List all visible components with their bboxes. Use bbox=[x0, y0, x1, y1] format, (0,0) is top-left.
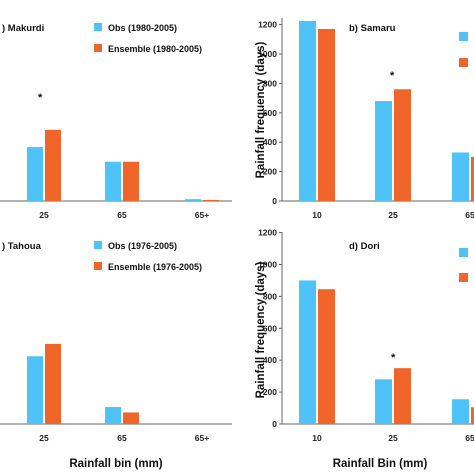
panel-a-title: ) Makurdi bbox=[2, 23, 44, 34]
panel-c-bar-obs-25 bbox=[27, 356, 43, 424]
panel-c-title: ) Tahoua bbox=[2, 241, 42, 252]
panel-b-ytick-label-0: 0 bbox=[272, 196, 277, 206]
panel-c-x-axis-label: Rainfall bin (mm) bbox=[69, 458, 162, 470]
panel-d-bar-ensemble-10 bbox=[318, 289, 335, 424]
panel-c-legend-ensemble-swatch bbox=[94, 262, 102, 270]
panel-d-ytick-label-600: 600 bbox=[263, 323, 277, 333]
panel-d-ytick-label-400: 400 bbox=[263, 355, 277, 365]
panel-d-ytick-label-200: 200 bbox=[263, 387, 277, 397]
panel-b-bar-obs-25 bbox=[375, 101, 392, 201]
panel-d-xtick-65: 65 bbox=[465, 433, 474, 443]
panel-b-legend-ensemble-swatch bbox=[459, 58, 468, 67]
panel-a-bar-ensemble-65plus bbox=[203, 199, 219, 201]
panel-d-ytick-label-1000: 1000 bbox=[258, 260, 277, 270]
panel-d-significance-asterisk: * bbox=[391, 352, 396, 364]
panel-d-xtick-25: 25 bbox=[388, 433, 398, 443]
panel-c-tahoua: ) Tahoua Obs (1976-2005) Ensemble (1976-… bbox=[0, 241, 232, 470]
panel-d-legend-obs-swatch bbox=[459, 248, 468, 257]
panel-d-bar-ensemble-65 bbox=[471, 407, 474, 424]
panel-d-ytick-label-0: 0 bbox=[272, 419, 277, 429]
panel-b-ytick-label-400: 400 bbox=[263, 137, 277, 147]
panel-c-bar-obs-65 bbox=[105, 407, 121, 424]
panel-a-bar-ensemble-25 bbox=[45, 129, 61, 201]
panel-b-bar-obs-65 bbox=[452, 152, 469, 201]
panel-b-xtick-65: 65 bbox=[465, 210, 474, 220]
panel-b-ytick-label-1000: 1000 bbox=[258, 49, 277, 59]
panel-d-dori: d) Dori * 10 25 65 Rainfall Bin (mm) 0 20… bbox=[258, 228, 474, 470]
panel-d-bar-obs-65 bbox=[452, 399, 469, 424]
panel-a-xtick-65: 65 bbox=[117, 210, 127, 220]
panel-b-significance-asterisk: * bbox=[390, 70, 395, 82]
panel-c-legend-ensemble-label: Ensemble (1976-2005) bbox=[108, 262, 202, 272]
panel-a-makurdi: ) Makurdi Obs (1980-2005) Ensemble (1980… bbox=[0, 23, 232, 220]
panel-a-bar-obs-65 bbox=[105, 161, 121, 201]
panel-a-xtick-65plus: 65+ bbox=[195, 210, 209, 220]
panel-c-xtick-65plus: 65+ bbox=[195, 433, 209, 443]
panel-b-bar-ensemble-65 bbox=[471, 156, 474, 201]
panel-b-xtick-25: 25 bbox=[388, 210, 398, 220]
panel-a-significance-asterisk: * bbox=[38, 92, 43, 104]
panel-b-bar-obs-10 bbox=[299, 20, 316, 201]
panel-d-xtick-10: 10 bbox=[312, 433, 322, 443]
panel-d-ytick-label-1200: 1200 bbox=[258, 228, 277, 238]
panel-b-bar-ensemble-25 bbox=[394, 89, 411, 201]
panel-c-bar-ensemble-25 bbox=[45, 343, 61, 424]
panel-c-legend-obs-swatch bbox=[94, 241, 102, 249]
panel-b-ytick-label-200: 200 bbox=[263, 167, 277, 177]
panel-b-xtick-10: 10 bbox=[312, 210, 322, 220]
panel-a-legend-ensemble-swatch bbox=[94, 44, 102, 52]
panel-b-bar-ensemble-10 bbox=[318, 29, 335, 202]
panel-a-legend-obs-swatch bbox=[94, 23, 102, 31]
panel-d-ytick-label-800: 800 bbox=[263, 291, 277, 301]
panel-a-legend-obs-label: Obs (1980-2005) bbox=[108, 23, 177, 33]
panel-d-bar-obs-10 bbox=[299, 280, 316, 424]
panel-a-bar-obs-25 bbox=[27, 147, 43, 201]
panel-d-legend-ensemble-swatch bbox=[459, 273, 468, 282]
panel-c-bar-ensemble-65 bbox=[123, 412, 139, 424]
panel-a-bar-ensemble-65 bbox=[123, 161, 139, 201]
panel-b-ytick-label-1200: 1200 bbox=[258, 20, 277, 30]
panel-d-y-axis-label: Rainfall frequency (days) bbox=[255, 261, 267, 398]
panel-b-ytick-label-600: 600 bbox=[263, 108, 277, 118]
panel-b-samaru: b) Samaru * 10 25 65 0 200 400 600 800 1000 12… bbox=[258, 18, 474, 220]
panel-d-bar-obs-25 bbox=[375, 379, 392, 424]
panel-a-xtick-25: 25 bbox=[39, 210, 49, 220]
panel-c-xtick-65: 65 bbox=[117, 433, 127, 443]
panel-d-bar-ensemble-25 bbox=[394, 368, 411, 424]
panel-b-title: b) Samaru bbox=[349, 23, 396, 34]
panel-b-ytick-label-800: 800 bbox=[263, 78, 277, 88]
panel-d-title: d) Dori bbox=[349, 241, 380, 252]
panel-c-legend-obs-label: Obs (1976-2005) bbox=[108, 241, 177, 251]
panel-a-legend-ensemble-label: Ensemble (1980-2005) bbox=[108, 44, 202, 54]
panel-d-x-axis-label: Rainfall Bin (mm) bbox=[333, 458, 428, 470]
panel-b-y-axis-label: Rainfall frequency (days) bbox=[255, 41, 267, 178]
panel-c-xtick-25: 25 bbox=[39, 433, 49, 443]
panel-b-legend-obs-swatch bbox=[459, 32, 468, 41]
panel-a-bar-obs-65plus bbox=[185, 199, 201, 201]
